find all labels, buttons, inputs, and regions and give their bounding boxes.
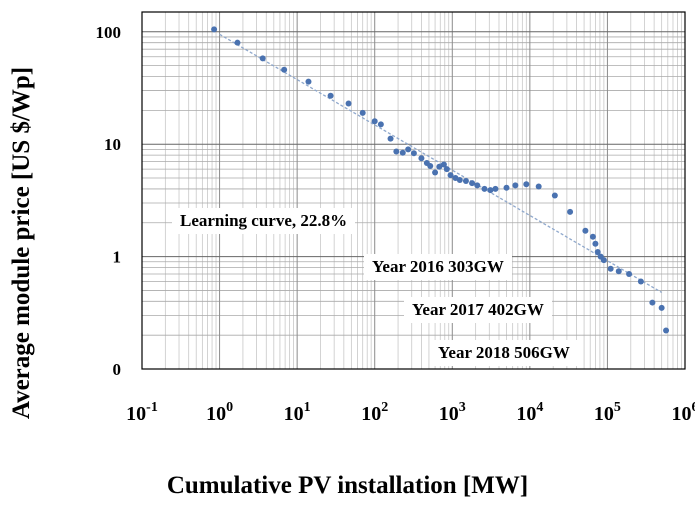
data-point	[305, 78, 312, 85]
data-point	[211, 26, 218, 33]
data-point	[371, 118, 378, 125]
data-point	[234, 39, 241, 46]
y-tick-label: 100	[96, 23, 122, 42]
learning-curve-label: Learning curve, 22.8%	[172, 208, 356, 234]
y-axis-title-text: Average module price [US $/Wp]	[8, 66, 36, 420]
data-point	[535, 183, 542, 190]
y-axis-title: Average module price [US $/Wp]	[2, 8, 42, 478]
learning-curve-line	[219, 33, 662, 293]
data-point	[607, 265, 614, 272]
year-2017-label: Year 2017 402GW	[404, 297, 552, 323]
x-tick-label: 101	[284, 400, 311, 425]
x-tick-label: 10-1	[126, 400, 158, 425]
data-point	[523, 181, 530, 188]
data-point	[436, 163, 443, 170]
data-point	[481, 185, 488, 192]
data-point	[503, 184, 510, 191]
y-tick-label: 0	[113, 360, 122, 379]
data-point	[663, 327, 670, 334]
x-tick-label: 103	[439, 400, 466, 425]
y-tick-label: 10	[104, 135, 121, 154]
data-point	[418, 155, 425, 162]
data-point	[487, 187, 494, 194]
x-tick-labels: 10-1 100 101 102 103 104 105 106	[126, 400, 695, 425]
data-point	[393, 148, 400, 155]
data-point	[582, 227, 589, 234]
data-point	[462, 178, 469, 185]
data-point	[377, 121, 384, 128]
learning-curve-trendline	[219, 33, 662, 293]
data-point	[615, 268, 622, 275]
data-point	[447, 172, 454, 179]
data-point	[281, 66, 288, 73]
data-point	[440, 161, 447, 168]
data-point	[345, 100, 352, 107]
data-point	[551, 192, 558, 199]
data-point	[567, 208, 574, 215]
data-points	[211, 26, 670, 334]
data-point	[658, 304, 665, 311]
data-point	[399, 149, 406, 156]
data-point	[427, 162, 434, 169]
data-point	[456, 177, 463, 184]
x-tick-label: 100	[206, 400, 233, 425]
data-point	[410, 150, 417, 157]
x-tick-label: 104	[516, 400, 543, 425]
data-point	[626, 271, 633, 278]
data-point	[512, 182, 519, 189]
data-point	[492, 185, 499, 192]
data-point	[594, 248, 601, 255]
x-axis-title: Cumulative PV installation [MW]	[166, 472, 529, 499]
data-point	[469, 180, 476, 187]
data-point	[387, 135, 394, 142]
data-point	[637, 278, 644, 285]
year-2016-label: Year 2016 303GW	[364, 254, 512, 280]
data-point	[474, 182, 481, 189]
x-tick-label: 102	[361, 400, 388, 425]
data-point	[443, 166, 450, 173]
data-point	[327, 92, 334, 99]
data-point	[649, 299, 656, 306]
year-2018-label: Year 2018 506GW	[430, 340, 578, 366]
data-point	[589, 233, 596, 240]
x-tick-label: 106	[672, 400, 695, 425]
x-tick-label: 105	[594, 400, 621, 425]
data-point	[359, 109, 366, 116]
data-point	[405, 146, 412, 153]
data-point	[432, 169, 439, 176]
data-point	[600, 257, 607, 264]
data-point	[592, 240, 599, 247]
y-tick-label: 1	[113, 248, 122, 267]
data-point	[259, 55, 266, 62]
plot-frame	[141, 11, 686, 370]
